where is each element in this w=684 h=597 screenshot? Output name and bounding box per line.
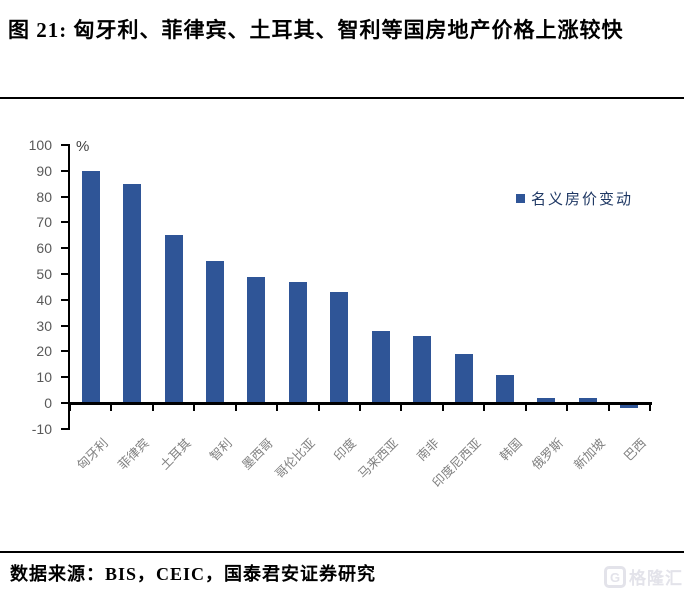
y-tick-label: -10: [31, 420, 52, 437]
x-tick-label-韩国: 韩国: [497, 436, 525, 464]
bar-墨西哥: [247, 276, 266, 403]
bar-俄罗斯: [537, 397, 556, 403]
legend-marker-icon: [516, 194, 525, 203]
y-axis-line: [68, 144, 70, 430]
x-tick-label-菲律宾: 菲律宾: [115, 436, 153, 473]
bar-智利: [206, 261, 224, 403]
x-tick-label-墨西哥: 墨西哥: [239, 436, 277, 473]
y-tick: [61, 169, 69, 172]
x-tick: [483, 405, 486, 411]
bar-哥伦比亚: [288, 281, 307, 403]
bar-土耳其: [164, 235, 183, 403]
y-tick: [61, 273, 69, 275]
x-tick: [110, 405, 113, 411]
figure-title: 图 21: 匈牙利、菲律宾、土耳其、智利等国房地产价格上涨较快: [8, 18, 624, 42]
x-tick-label-马来西亚: 马来西亚: [355, 436, 401, 482]
x-tick-label-新加坡: 新加坡: [571, 436, 608, 473]
y-axis-unit-label: %: [76, 138, 90, 155]
x-tick: [607, 405, 610, 411]
x-tick-label-哥伦比亚: 哥伦比亚: [272, 436, 318, 482]
legend-label: 名义房价变动: [531, 192, 634, 208]
y-tick: [61, 324, 69, 327]
x-tick-label-印度: 印度: [331, 436, 360, 464]
y-tick: [61, 402, 69, 404]
gelonghui-watermark: G 格隆汇: [604, 564, 683, 589]
chart-legend: 名义房价变动: [516, 188, 633, 209]
y-tick-label: 10: [36, 369, 52, 386]
x-tick: [317, 405, 320, 411]
x-tick: [649, 405, 651, 411]
bar-新加坡: [578, 397, 597, 403]
x-tick: [400, 405, 403, 411]
y-tick: [61, 247, 69, 250]
x-tick-label-土耳其: 土耳其: [157, 436, 194, 473]
y-tick: [61, 221, 69, 224]
y-tick: [61, 144, 69, 146]
bar-匈牙利: [81, 170, 100, 403]
y-tick: [61, 195, 69, 198]
y-tick-label: 100: [28, 137, 52, 153]
y-tick-label: 70: [36, 214, 52, 231]
bar-印度: [330, 292, 349, 403]
bar-韩国: [496, 374, 514, 403]
y-tick: [61, 427, 69, 430]
bar-印度尼西亚: [454, 353, 473, 403]
x-tick: [69, 405, 71, 411]
x-tick: [234, 405, 237, 411]
x-tick: [524, 405, 527, 411]
y-tick-label: 40: [36, 291, 52, 308]
x-tick-label-匈牙利: 匈牙利: [74, 436, 111, 473]
y-tick-label: 90: [36, 162, 52, 179]
data-source: 数据来源：BIS，CEIC，国泰君安证券研究: [10, 564, 377, 584]
bar-巴西: [620, 405, 639, 408]
watermark-brand-text: 格隆汇: [629, 569, 683, 588]
plot-area: -10 0 10 20 30 40 50 60 70 80 90 100 匈牙利 菲律宾 土耳其 智利 墨西哥哥…: [28, 137, 652, 491]
y-tick: [61, 350, 69, 353]
bar-马来西亚: [371, 330, 390, 403]
gelonghui-logo-icon: G: [604, 565, 626, 588]
x-tick-label-南非: 南非: [414, 436, 443, 464]
y-tick-label: 50: [36, 266, 52, 282]
x-tick-label-智利: 智利: [207, 436, 235, 464]
x-tick: [566, 405, 569, 411]
bar-菲律宾: [123, 183, 142, 403]
y-tick: [61, 298, 69, 301]
x-tick: [151, 405, 154, 411]
top-divider: [0, 97, 684, 99]
bottom-divider: [0, 551, 684, 553]
x-tick: [276, 405, 279, 411]
y-tick-label: 20: [36, 343, 52, 360]
y-tick-label: 30: [36, 317, 52, 334]
y-tick: [61, 376, 69, 379]
x-axis-line: [68, 402, 652, 405]
x-tick-label-印度尼西亚: 印度尼西亚: [429, 436, 484, 491]
x-tick-label-俄罗斯: 俄罗斯: [529, 436, 567, 473]
y-tick-label: 60: [36, 240, 52, 257]
x-tick: [193, 405, 196, 411]
y-tick-label: 80: [36, 188, 52, 205]
x-tick-label-巴西: 巴西: [621, 436, 650, 464]
bar-chart: -10 0 10 20 30 40 50 60 70 80 90 100 匈牙利 菲律宾 土耳其 智利 墨西哥哥…: [0, 100, 684, 548]
x-tick: [441, 405, 444, 411]
x-tick: [359, 405, 361, 411]
y-tick-label: 0: [44, 395, 52, 411]
bar-南非: [413, 335, 432, 403]
